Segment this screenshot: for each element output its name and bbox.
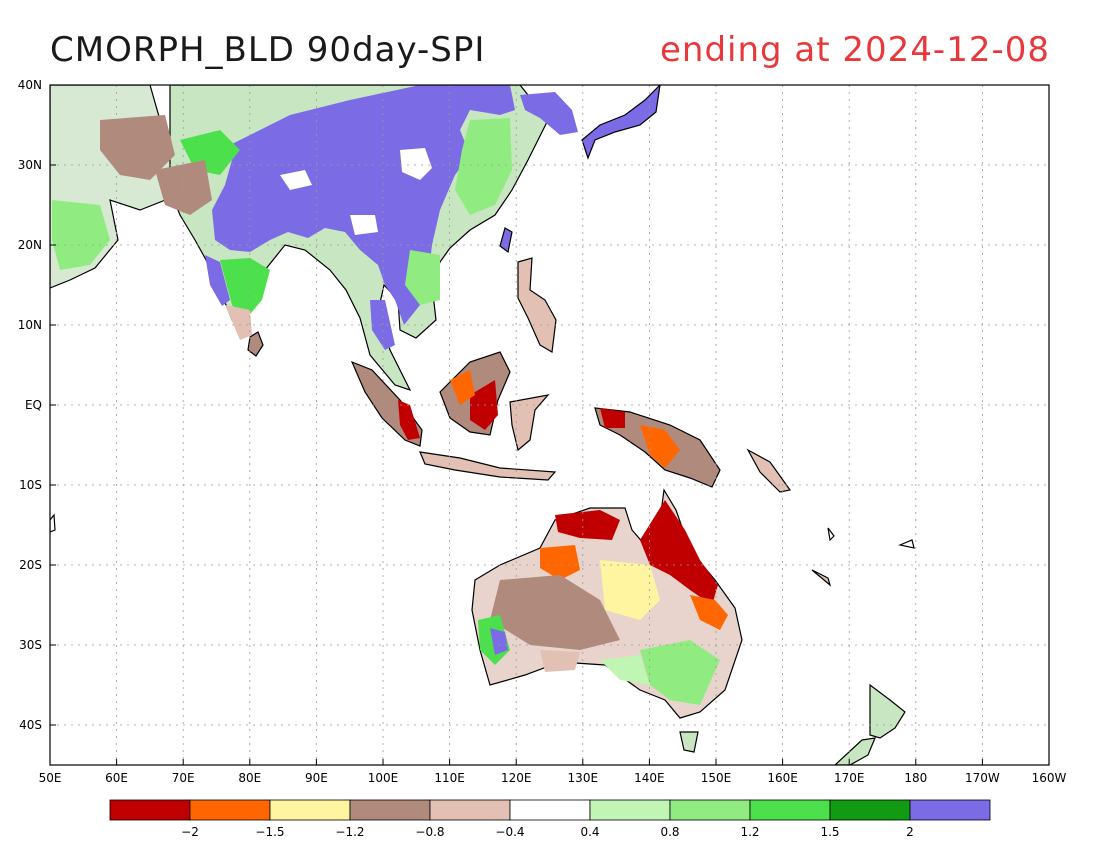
colorbar-swatch bbox=[909, 799, 991, 821]
patch-dry-pakistan bbox=[155, 160, 212, 215]
lon-label: 50E bbox=[39, 771, 62, 785]
map-title: CMORPH_BLD 90day-SPI bbox=[50, 30, 486, 70]
patch-wet-china bbox=[212, 85, 515, 325]
colorbar-label: −2 bbox=[181, 825, 199, 839]
lat-label: 40S bbox=[19, 718, 42, 732]
patch-drybrown-interior bbox=[490, 575, 620, 650]
patch-moist-arabia bbox=[52, 200, 110, 270]
colorbar-swatch bbox=[509, 799, 591, 821]
patch-dry-iran bbox=[100, 115, 175, 180]
lon-label: 120E bbox=[501, 771, 532, 785]
patch-mild-interior bbox=[600, 560, 660, 620]
colorbar-swatch bbox=[749, 799, 831, 821]
patch-dry-sa bbox=[540, 650, 580, 672]
land-newcaledonia bbox=[811, 569, 832, 587]
lon-labels: 50E 60E 70E 80E 90E 100E 110E 120E 130E … bbox=[39, 771, 1067, 785]
patch-verydry-sumatra bbox=[398, 400, 420, 440]
lat-label: EQ bbox=[25, 398, 42, 412]
map-frame bbox=[49, 84, 1050, 766]
colorbar-label: 1.2 bbox=[740, 825, 759, 839]
colorbar-label: 0.4 bbox=[580, 825, 599, 839]
lon-label: 90E bbox=[305, 771, 328, 785]
patch-dry-qld bbox=[690, 595, 728, 630]
land-taiwan bbox=[499, 227, 513, 254]
colorbar-label: 1.5 bbox=[820, 825, 839, 839]
lat-label: 20N bbox=[18, 238, 42, 252]
colorbar-label: 2 bbox=[906, 825, 914, 839]
patch-verydry-nt bbox=[555, 510, 620, 540]
lat-label: 30S bbox=[19, 638, 42, 652]
land-sulawesi bbox=[509, 394, 550, 452]
lon-label: 110E bbox=[434, 771, 465, 785]
colorbar: −2 −1.5 −1.2 −0.8 −0.4 0.4 0.8 1.2 1.5 2 bbox=[109, 799, 991, 839]
lon-label: 170W bbox=[965, 771, 1000, 785]
colorbar-swatch bbox=[349, 799, 431, 821]
colorbar-label: 0.8 bbox=[660, 825, 679, 839]
spi-patches bbox=[52, 85, 728, 705]
patch-verydry-ng bbox=[600, 408, 625, 428]
colorbar-swatch bbox=[189, 799, 271, 821]
patch-verydry-qld bbox=[640, 500, 718, 605]
colorbar-swatch bbox=[109, 799, 191, 821]
lon-label: 140E bbox=[634, 771, 665, 785]
land-vanuatu bbox=[827, 527, 835, 542]
lon-label: 60E bbox=[105, 771, 128, 785]
patch-normal-china2 bbox=[280, 170, 312, 190]
colorbar-swatch bbox=[669, 799, 751, 821]
lon-label: 170E bbox=[834, 771, 865, 785]
patch-wet-wa bbox=[490, 628, 508, 655]
land-fiji bbox=[897, 539, 915, 549]
patch-dry-ng bbox=[640, 425, 680, 468]
patch-wet-myanmar bbox=[370, 300, 395, 350]
lat-label: 20S bbox=[19, 558, 42, 572]
lon-label: 150E bbox=[701, 771, 732, 785]
land-solomons bbox=[746, 448, 792, 493]
patch-moist-indochina bbox=[405, 250, 440, 305]
patch-normal-china1 bbox=[400, 148, 432, 180]
colorbar-label: −1.5 bbox=[255, 825, 284, 839]
land-java bbox=[419, 451, 557, 481]
patch-dry-india-south bbox=[225, 305, 252, 340]
patch-normal-china3 bbox=[350, 215, 378, 235]
patch-wet-korea bbox=[520, 92, 578, 135]
tick-marks bbox=[50, 84, 983, 765]
colorbar-label: −1.2 bbox=[335, 825, 364, 839]
colorbar-label: −0.4 bbox=[495, 825, 524, 839]
lon-label: 70E bbox=[172, 771, 195, 785]
patch-wet-india-east bbox=[205, 255, 230, 306]
land-madagascar-edge bbox=[50, 513, 56, 533]
map-date-subtitle: ending at 2024-12-08 bbox=[660, 30, 1050, 70]
colorbar-swatch bbox=[269, 799, 351, 821]
patch-moist-se bbox=[640, 640, 720, 705]
land-japan bbox=[581, 85, 661, 160]
patch-moist-eastchina bbox=[455, 118, 512, 215]
lon-label: 180 bbox=[904, 771, 927, 785]
colorbar-swatch bbox=[829, 799, 911, 821]
map-panel bbox=[50, 85, 1049, 765]
lon-label: 100E bbox=[368, 771, 399, 785]
lon-label: 160E bbox=[767, 771, 798, 785]
lon-label: 130E bbox=[568, 771, 599, 785]
patch-dry-borneo bbox=[450, 370, 475, 405]
colorbar-swatch bbox=[589, 799, 671, 821]
colorbar-label: −0.8 bbox=[415, 825, 444, 839]
patch-light-se bbox=[600, 655, 650, 685]
land-srilanka bbox=[247, 331, 264, 357]
lat-label: 10N bbox=[18, 318, 42, 332]
land-philippines bbox=[517, 257, 557, 353]
lat-labels: 40N 30N 20N 10N EQ 10S 20S 30S 40S bbox=[18, 78, 42, 732]
lon-label: 160W bbox=[1032, 771, 1067, 785]
map-grid bbox=[50, 85, 1049, 765]
land-tasmania bbox=[679, 731, 699, 753]
lat-label: 10S bbox=[19, 478, 42, 492]
patch-wet-india bbox=[220, 258, 270, 320]
lat-label: 30N bbox=[18, 158, 42, 172]
lat-label: 40N bbox=[18, 78, 42, 92]
lon-label: 80E bbox=[238, 771, 261, 785]
patch-dry-kimberley bbox=[540, 545, 580, 580]
colorbar-swatch bbox=[429, 799, 511, 821]
